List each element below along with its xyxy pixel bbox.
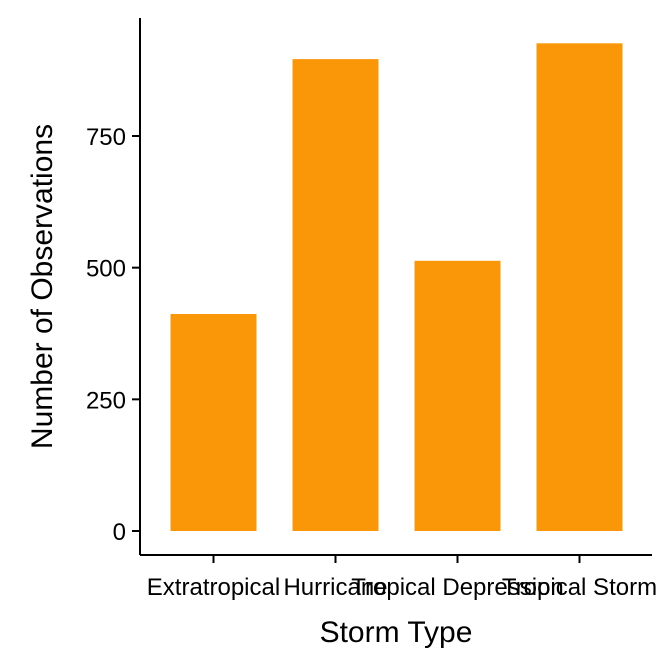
y-tick-label-2: 500 <box>86 256 126 283</box>
y-tick-label-1: 250 <box>86 387 126 414</box>
x-tick-label-2: Tropical Depression <box>351 574 564 601</box>
x-tick-label-0: Extratropical <box>147 574 280 601</box>
x-tick-label-1: Hurricane <box>283 574 387 601</box>
x-axis-title: Storm Type <box>320 616 473 649</box>
bars-group <box>170 43 623 532</box>
y-axis-ticks: 0 250 500 750 <box>86 124 140 546</box>
x-tick-label-3: Tropical Storm <box>502 574 657 601</box>
bar-2 <box>414 260 501 531</box>
y-tick-label-3: 750 <box>86 124 126 151</box>
bar-3 <box>536 43 623 531</box>
bar-0 <box>170 314 257 531</box>
y-axis-title: Number of Observations <box>26 124 59 449</box>
bar-1 <box>292 59 379 532</box>
y-tick-label-0: 0 <box>113 519 126 546</box>
